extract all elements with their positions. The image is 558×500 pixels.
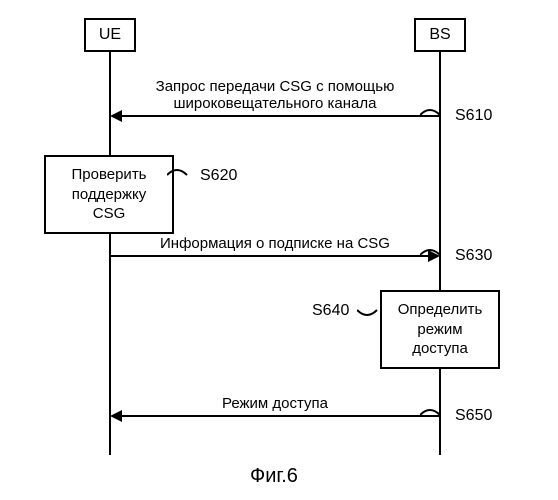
process-s620-line1: Проверить — [71, 166, 146, 183]
process-s640-line2: режим доступа — [412, 321, 468, 358]
step-s650: S650 — [455, 407, 492, 425]
process-s620: Проверить поддержку CSG — [44, 155, 174, 234]
msg-s650-line1: Режим доступа — [222, 395, 328, 412]
msg-s630-line1: Информация о подписке на CSG — [160, 235, 390, 252]
actor-bs: BS — [414, 18, 466, 52]
process-s640-line1: Определить — [398, 301, 483, 318]
step-s630: S630 — [455, 247, 492, 265]
step-s610: S610 — [455, 107, 492, 125]
msg-s630-label: Информация о подписке на CSG — [110, 235, 440, 252]
process-s640: Определить режим доступа — [380, 290, 500, 369]
figure-label: Фиг.6 — [250, 465, 298, 488]
arrow-s610 — [116, 115, 440, 117]
curve-s620 — [167, 165, 197, 185]
curve-s650 — [420, 405, 450, 425]
arrow-s650 — [116, 415, 440, 417]
arrow-s610-head — [110, 110, 122, 122]
curve-s630 — [420, 245, 450, 265]
msg-s610-line1: Запрос передачи CSG с помощью — [156, 78, 395, 95]
actor-bs-label: BS — [429, 26, 450, 43]
actor-ue: UE — [84, 18, 136, 52]
actor-ue-label: UE — [99, 26, 121, 43]
step-s620: S620 — [200, 167, 237, 185]
arrow-s650-head — [110, 410, 122, 422]
msg-s650-label: Режим доступа — [110, 395, 440, 412]
msg-s610-label: Запрос передачи CSG с помощью широковеща… — [110, 78, 440, 112]
msg-s610-line2: широковещательного канала — [173, 95, 376, 112]
arrow-s630 — [111, 255, 433, 257]
process-s620-line2: поддержку CSG — [72, 186, 147, 223]
curve-s610 — [420, 105, 450, 125]
step-s640: S640 — [312, 302, 349, 320]
curve-s640 — [357, 300, 387, 320]
sequence-diagram: UE BS Запрос передачи CSG с помощью широ… — [0, 0, 558, 500]
